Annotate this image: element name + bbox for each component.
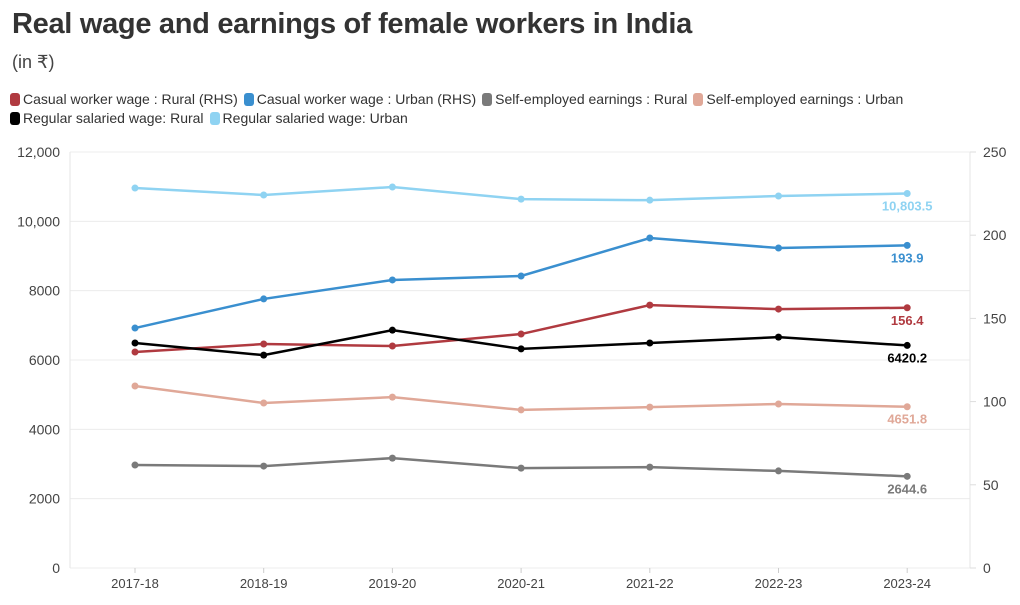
legend-swatch	[10, 93, 20, 106]
x-axis-tick-label: 2019-20	[369, 576, 417, 591]
data-point	[131, 461, 139, 469]
data-point	[517, 345, 525, 353]
data-point	[903, 472, 911, 480]
right-axis-tick-label: 150	[983, 310, 1007, 326]
data-point	[388, 183, 396, 191]
legend-label: Self-employed earnings : Urban	[706, 91, 904, 107]
data-point	[646, 234, 654, 242]
series-line	[134, 236, 908, 330]
data-point	[388, 454, 396, 462]
left-axis-tick-label: 2000	[29, 491, 60, 507]
data-point	[517, 406, 525, 414]
data-point	[388, 393, 396, 401]
data-point	[646, 196, 654, 204]
left-axis-tick-label: 10,000	[17, 213, 60, 229]
x-axis-tick-label: 2017-18	[111, 576, 159, 591]
right-axis-tick-label: 200	[983, 227, 1007, 243]
legend-label: Regular salaried wage: Urban	[222, 110, 408, 126]
x-axis-tick-label: 2023-24	[883, 576, 931, 591]
left-axis-tick-label: 12,000	[17, 144, 60, 160]
legend-item[interactable]: Regular salaried wage: Rural	[10, 109, 204, 128]
x-axis-tick-label: 2021-22	[626, 576, 674, 591]
legend-item[interactable]: Casual worker wage : Rural (RHS)	[10, 90, 238, 109]
data-point	[903, 304, 911, 312]
data-point	[903, 241, 911, 249]
legend-label: Self-employed earnings : Rural	[495, 91, 688, 107]
data-point	[131, 184, 139, 192]
legend: Casual worker wage : Rural (RHS) Casual w…	[10, 90, 1000, 128]
data-point	[646, 463, 654, 471]
data-point	[131, 382, 139, 390]
legend-label: Casual worker wage : Rural (RHS)	[23, 91, 238, 107]
data-point	[131, 348, 139, 356]
data-point	[388, 276, 396, 284]
data-point	[131, 324, 139, 332]
x-axis-tick-label: 2020-21	[497, 576, 545, 591]
data-point	[646, 403, 654, 411]
legend-item[interactable]: Regular salaried wage: Urban	[209, 109, 408, 128]
data-point	[646, 339, 654, 347]
right-axis-tick-label: 50	[983, 477, 999, 493]
data-point	[775, 333, 782, 341]
legend-label: Regular salaried wage: Rural	[23, 110, 204, 126]
left-axis-tick-label: 4000	[29, 421, 60, 437]
chart-title: Real wage and earnings of female workers…	[12, 8, 692, 40]
data-point	[388, 326, 396, 334]
data-point	[775, 305, 782, 313]
legend-label: Casual worker wage : Urban (RHS)	[256, 91, 477, 107]
series-line	[134, 303, 908, 354]
end-data-label: 193.9	[891, 250, 924, 265]
data-point	[517, 272, 525, 280]
legend-item[interactable]: Casual worker wage : Urban (RHS)	[243, 90, 477, 109]
legend-swatch	[243, 93, 254, 106]
legend-item[interactable]: Self-employed earnings : Rural	[482, 90, 687, 109]
data-point	[260, 340, 268, 348]
chart-subtitle: (in ₹)	[12, 52, 55, 72]
data-point	[388, 342, 396, 350]
data-point	[517, 195, 525, 203]
data-point	[775, 400, 782, 408]
data-point	[517, 464, 525, 472]
series-line	[134, 384, 908, 412]
data-point	[903, 189, 911, 197]
left-axis-tick-label: 8000	[29, 283, 60, 299]
left-axis-tick-label: 0	[52, 560, 60, 576]
left-axis-tick-label: 6000	[29, 352, 60, 368]
legend-item[interactable]: Self-employed earnings : Urban	[693, 90, 903, 109]
data-point	[903, 341, 911, 349]
data-point	[131, 339, 139, 347]
right-axis-tick-label: 250	[983, 144, 1007, 160]
data-point	[517, 330, 525, 338]
right-axis-tick-label: 0	[983, 560, 991, 576]
data-point	[775, 467, 782, 475]
end-data-label: 10,803.5	[882, 198, 933, 213]
data-point	[260, 351, 268, 359]
legend-swatch	[10, 112, 20, 125]
legend-swatch	[482, 93, 493, 106]
end-data-label: 2644.6	[887, 481, 927, 496]
data-point	[903, 403, 911, 411]
x-axis-tick-label: 2018-19	[240, 576, 288, 591]
data-point	[260, 295, 268, 303]
legend-swatch	[693, 93, 704, 106]
data-point	[775, 244, 782, 252]
end-data-label: 6420.2	[887, 350, 927, 365]
data-point	[260, 462, 268, 470]
x-axis-tick-label: 2022-23	[755, 576, 803, 591]
data-point	[775, 192, 782, 200]
end-data-label: 4651.8	[887, 412, 927, 427]
legend-swatch	[209, 112, 220, 125]
data-point	[646, 301, 654, 309]
data-point	[260, 399, 268, 407]
end-data-label: 156.4	[891, 313, 924, 328]
right-axis-tick-label: 100	[983, 394, 1007, 410]
data-point	[260, 191, 268, 199]
